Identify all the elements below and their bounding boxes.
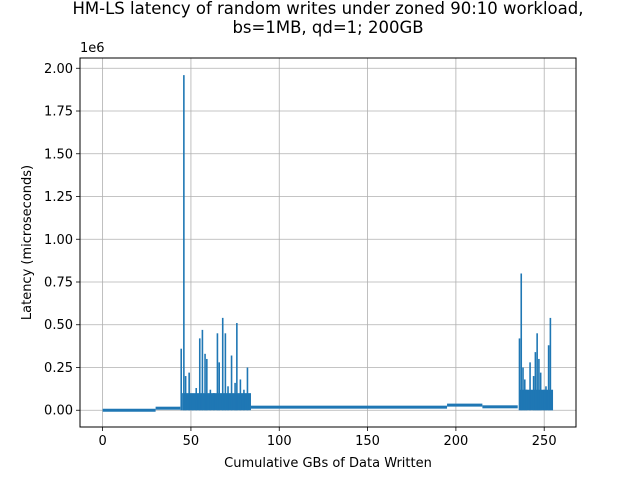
y-axis-ticks: 0.00 0.25 0.50 0.75 1.00 1.25 1.50 1.75 2.00 xyxy=(44,62,80,419)
x-tick-label: 0 xyxy=(98,434,106,449)
x-axis-label: Cumulative GBs of Data Written xyxy=(224,456,432,471)
y-tick-label: 0.25 xyxy=(44,361,73,376)
baseline-segment xyxy=(250,405,448,409)
plot-frame xyxy=(79,57,577,428)
y-axis-multiplier: 1e6 xyxy=(80,41,105,56)
x-tick-label: 50 xyxy=(183,434,200,449)
x-tick-label: 150 xyxy=(355,434,380,449)
baseline-segment xyxy=(155,406,181,410)
latency-series xyxy=(102,75,554,412)
x-tick-label: 250 xyxy=(532,434,557,449)
baseline-segment xyxy=(447,403,483,407)
grid-lines xyxy=(80,58,576,427)
y-tick-label: 1.00 xyxy=(44,233,73,248)
y-tick-label: 0.75 xyxy=(44,275,73,290)
y-tick-label: 2.00 xyxy=(44,62,73,77)
y-tick-label: 0.00 xyxy=(44,404,73,419)
chart-title-line-2: bs=1MB, qd=1; 200GB xyxy=(232,18,424,37)
y-tick-label: 0.50 xyxy=(44,318,73,333)
x-tick-label: 200 xyxy=(443,434,468,449)
y-axis-label: Latency (microseconds) xyxy=(20,165,35,320)
baseline-segment xyxy=(102,408,156,412)
baseline-segment xyxy=(482,405,518,409)
x-tick-label: 100 xyxy=(267,434,292,449)
y-tick-label: 1.50 xyxy=(44,147,73,162)
y-tick-label: 1.75 xyxy=(44,105,73,120)
chart-title-line-1: HM-LS latency of random writes under zon… xyxy=(72,0,584,18)
y-tick-label: 1.25 xyxy=(44,190,73,205)
x-axis-ticks: 0 50 100 150 200 250 xyxy=(98,427,557,449)
